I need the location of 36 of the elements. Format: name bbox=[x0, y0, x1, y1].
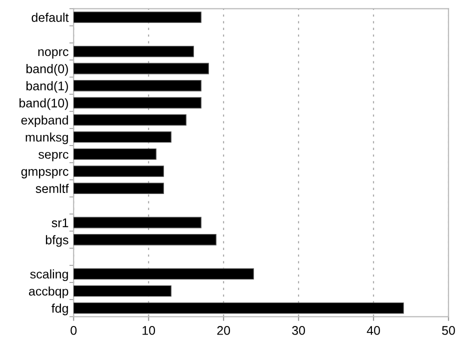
x-tick-label: 10 bbox=[142, 326, 156, 335]
x-tick-label: 20 bbox=[217, 326, 230, 335]
bar bbox=[74, 268, 254, 280]
bar bbox=[74, 148, 156, 160]
y-tick-label: default bbox=[32, 12, 69, 22]
bar bbox=[74, 80, 202, 92]
y-tick-label: seprc bbox=[38, 152, 68, 162]
x-tick-label: 0 bbox=[70, 326, 77, 335]
y-tick-label: sr1 bbox=[52, 218, 68, 228]
bar bbox=[74, 166, 164, 177]
y-tick-label: scaling bbox=[30, 269, 68, 282]
y-tick-label: accbqp bbox=[28, 286, 68, 298]
y-tick-label: semltf bbox=[36, 184, 69, 194]
bar bbox=[74, 12, 202, 23]
bar bbox=[74, 62, 209, 74]
y-tick-label: band(10) bbox=[20, 98, 68, 110]
x-tick-label: 30 bbox=[292, 326, 306, 335]
y-tick-label: bfgs bbox=[46, 235, 68, 247]
y-tick-label: band(0) bbox=[26, 64, 68, 76]
y-tick-label: expband bbox=[21, 115, 68, 128]
y-tick-label: gmpsprc bbox=[21, 169, 68, 178]
bar bbox=[74, 131, 172, 143]
x-tick-label: 40 bbox=[366, 326, 380, 335]
y-tick-label: band(1) bbox=[26, 81, 68, 93]
bar bbox=[74, 114, 186, 126]
bar bbox=[74, 302, 404, 314]
y-tick-label: fdg bbox=[52, 304, 68, 316]
y-tick-label: noprc bbox=[38, 49, 68, 59]
bar bbox=[74, 216, 202, 228]
y-tick-label: munksg bbox=[26, 132, 68, 144]
bar bbox=[74, 182, 164, 194]
bar bbox=[74, 234, 216, 246]
bar bbox=[74, 285, 172, 297]
bar bbox=[74, 97, 202, 108]
bar bbox=[74, 46, 194, 58]
x-tick-label: 50 bbox=[442, 326, 455, 335]
